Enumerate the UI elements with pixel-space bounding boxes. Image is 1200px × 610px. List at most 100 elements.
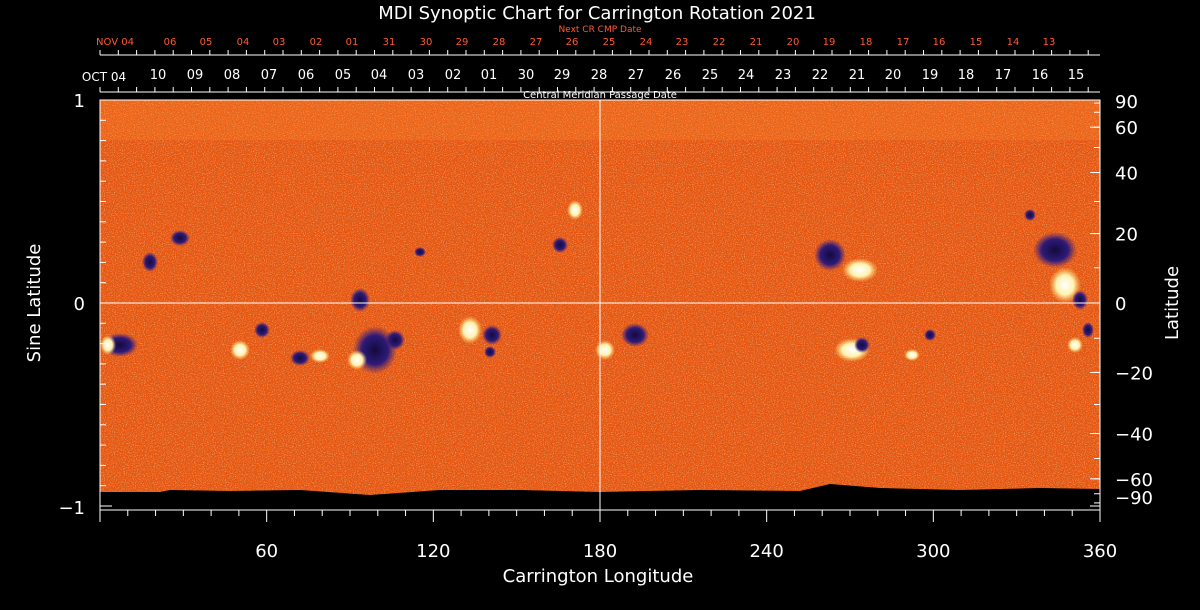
red-tick-label: 18 — [860, 37, 873, 48]
red-tick-label: 20 — [787, 37, 800, 48]
positive-polarity-region — [230, 340, 250, 360]
positive-polarity-region — [458, 316, 482, 344]
date-start-label: OCT 04 — [82, 70, 126, 84]
red-tick-label: 22 — [713, 37, 726, 48]
negative-polarity-region — [254, 322, 270, 338]
positive-polarity-region — [567, 200, 583, 220]
positive-polarity-region — [310, 349, 330, 363]
negative-polarity-region — [350, 288, 370, 312]
positive-polarity-region — [842, 258, 878, 282]
red-tick-label: 31 — [383, 37, 396, 48]
date-tick-label: 18 — [958, 68, 975, 83]
bottom-tick-label: 360 — [1083, 541, 1117, 562]
left-axis: 1 0 −1 — [58, 91, 112, 519]
negative-polarity-region — [1033, 232, 1077, 268]
bottom-tick-label: 240 — [749, 541, 783, 562]
date-tick-label: 28 — [591, 68, 608, 83]
bottom-axis-title: Carrington Longitude — [503, 566, 694, 587]
positive-polarity-region — [595, 340, 615, 360]
date-tick-label: 21 — [849, 68, 866, 83]
date-tick-label: 20 — [885, 68, 902, 83]
bottom-tick-label: 180 — [583, 541, 617, 562]
right-tick-label: 20 — [1115, 225, 1138, 246]
date-tick-label: 23 — [775, 68, 792, 83]
top-red-ticks: NOV 04 06 05 04 03 02 01 31 30 29 28 27 26 25 24 23 22 21… — [96, 37, 1089, 55]
positive-polarity-region — [1067, 337, 1083, 353]
date-tick-label: 26 — [665, 68, 682, 83]
date-tick-label: 04 — [371, 68, 388, 83]
date-tick-label: 08 — [224, 68, 241, 83]
right-tick-label: 60 — [1115, 118, 1138, 139]
negative-polarity-region — [414, 247, 426, 257]
date-tick-label: 03 — [408, 68, 425, 83]
negative-polarity-region — [484, 346, 496, 358]
left-tick-label: −1 — [58, 498, 85, 519]
next-cr-label: Next CR CMP Date — [558, 25, 642, 35]
red-tick-label: 26 — [566, 37, 579, 48]
red-tick-label: 14 — [1007, 37, 1020, 48]
positive-polarity-region — [100, 335, 116, 355]
date-tick-label: 09 — [187, 68, 204, 83]
negative-polarity-region — [854, 337, 870, 353]
red-tick-label: 27 — [530, 37, 543, 48]
bottom-tick-label: 120 — [416, 541, 450, 562]
negative-polarity-region — [814, 239, 846, 271]
red-tick-label: 21 — [750, 37, 763, 48]
red-tick-label: 03 — [273, 37, 286, 48]
left-tick-label: 1 — [74, 91, 85, 112]
top-date-ticks: OCT 04 10 09 08 07 06 05 04 03 02 01 30 29 28 27 26 25 24… — [82, 68, 1100, 93]
negative-polarity-region — [924, 329, 936, 341]
red-tick-label: 01 — [346, 37, 359, 48]
negative-polarity-region — [385, 330, 405, 350]
negative-polarity-region — [1024, 209, 1036, 221]
red-tick-label: 06 — [164, 37, 177, 48]
red-tick-label: 04 — [237, 37, 250, 48]
red-tick-label: 23 — [676, 37, 689, 48]
date-tick-label: 15 — [1068, 68, 1085, 83]
red-tick-label: 29 — [456, 37, 469, 48]
red-tick-label: NOV 04 — [96, 37, 134, 48]
red-tick-label: 24 — [640, 37, 653, 48]
right-tick-label: −40 — [1115, 424, 1153, 445]
red-tick-label: 05 — [200, 37, 213, 48]
date-tick-label: 07 — [261, 68, 278, 83]
right-axis-title: Latitude — [1162, 266, 1183, 340]
right-axis: 90 60 40 20 0 −20 −40 −60−90 — [1090, 92, 1153, 509]
positive-polarity-region — [904, 349, 920, 361]
right-tick-label: −20 — [1115, 363, 1153, 384]
negative-polarity-region — [482, 325, 502, 345]
date-tick-label: 16 — [1032, 68, 1049, 83]
negative-polarity-region — [621, 323, 649, 347]
red-tick-label: 30 — [420, 37, 433, 48]
red-tick-label: 25 — [603, 37, 616, 48]
date-tick-label: 24 — [738, 68, 755, 83]
negative-polarity-region — [1072, 290, 1088, 310]
red-tick-label: 28 — [493, 37, 506, 48]
red-tick-label: 17 — [897, 37, 910, 48]
bottom-tick-label: 60 — [255, 541, 278, 562]
red-tick-label: 02 — [310, 37, 323, 48]
positive-polarity-region — [347, 350, 367, 370]
date-tick-label: 05 — [335, 68, 352, 83]
left-axis-title: Sine Latitude — [24, 244, 45, 363]
bottom-axis: 60 120 180 240 300 360 — [99, 510, 1117, 562]
right-tick-label: −60 — [1115, 470, 1153, 491]
red-tick-label: 15 — [970, 37, 983, 48]
positive-polarity-region — [1049, 267, 1081, 303]
negative-polarity-region — [170, 230, 190, 246]
date-tick-label: 17 — [995, 68, 1012, 83]
date-tick-label: 01 — [481, 68, 498, 83]
chart-title: MDI Synoptic Chart for Carrington Rotati… — [378, 3, 816, 24]
red-tick-label: 19 — [823, 37, 836, 48]
date-tick-label: 19 — [922, 68, 939, 83]
date-tick-label: 30 — [518, 68, 535, 83]
date-tick-label: 22 — [812, 68, 829, 83]
negative-polarity-region — [290, 350, 310, 366]
negative-polarity-region — [142, 252, 158, 272]
right-tick-label: 40 — [1115, 164, 1138, 185]
date-tick-label: 29 — [554, 68, 571, 83]
date-tick-label: 06 — [298, 68, 315, 83]
date-tick-label: 27 — [628, 68, 645, 83]
negative-polarity-region — [552, 237, 568, 253]
